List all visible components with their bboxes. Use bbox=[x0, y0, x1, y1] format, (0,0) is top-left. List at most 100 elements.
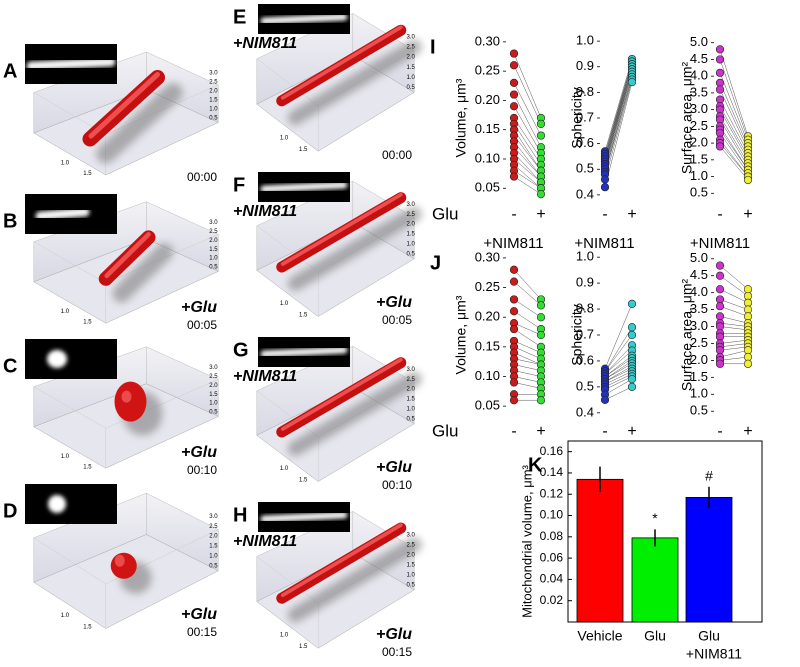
image-panel: H +NIM811 +Glu 00:15 3.0 2.5 2.0 1.5 1.0 0.5 1.0 1.… bbox=[233, 502, 422, 659]
box-tick-label: 1.5 bbox=[299, 147, 308, 153]
pair-line bbox=[719, 299, 749, 310]
data-dot bbox=[743, 312, 753, 321]
pair-line bbox=[604, 355, 633, 377]
data-dot bbox=[509, 90, 519, 99]
data-dot bbox=[715, 271, 725, 280]
box-tick-label: 1.5 bbox=[209, 392, 218, 398]
box-tick-label: 1.5 bbox=[407, 232, 416, 238]
data-dot bbox=[536, 190, 546, 199]
box-tick-label: 0.5 bbox=[407, 416, 416, 422]
box-tick-label: 1.0 bbox=[280, 135, 289, 141]
y-axis-label: Sphericity bbox=[569, 87, 585, 148]
box-tick-label: 1.5 bbox=[209, 544, 218, 550]
data-dot bbox=[536, 131, 546, 140]
box-tick-label: 0.5 bbox=[407, 251, 416, 257]
pair-line bbox=[604, 350, 633, 375]
box-tick-label: 0.5 bbox=[209, 116, 218, 122]
box-tick-label: 1.0 bbox=[209, 553, 218, 559]
box-tick-label: 0.5 bbox=[209, 410, 218, 416]
box-tick-label: 1.0 bbox=[407, 241, 416, 247]
x-tick-label: + bbox=[536, 423, 545, 440]
x-tick-label: - bbox=[511, 423, 516, 440]
data-dot bbox=[743, 346, 753, 355]
data-dot bbox=[715, 85, 725, 94]
panel-label: G bbox=[233, 339, 249, 361]
panel-label: F bbox=[233, 174, 245, 196]
panel-label: C bbox=[3, 355, 17, 377]
y-tick-label: 0.20 bbox=[475, 309, 500, 324]
treatment-label: +Glu bbox=[181, 299, 217, 316]
box-tick-label: 1.0 bbox=[209, 256, 218, 262]
image-panel: A 00:00 3.0 2.5 2.0 1.5 1.0 0.5 1.0 1.5 bbox=[3, 44, 219, 184]
data-dot bbox=[509, 295, 519, 304]
y-tick-label: 4.5 bbox=[690, 51, 708, 66]
box-tick-label: 1.0 bbox=[61, 161, 70, 167]
pair-line bbox=[513, 164, 542, 189]
box-tick-label: 1.5 bbox=[83, 464, 92, 470]
pair-line bbox=[513, 352, 542, 365]
pair-line bbox=[719, 139, 749, 177]
pair-line bbox=[604, 358, 633, 377]
pair-line bbox=[604, 373, 633, 388]
highlight bbox=[104, 232, 151, 279]
time-label: 00:00 bbox=[187, 170, 217, 184]
box-tick-label: 2.5 bbox=[209, 524, 218, 530]
data-dot bbox=[715, 312, 725, 321]
pair-line bbox=[604, 79, 633, 180]
time-label: 00:10 bbox=[382, 478, 412, 492]
image-panel: E +NIM811 00:00 3.0 2.5 2.0 1.5 1.0 0.5 1.0 1.5 bbox=[233, 4, 422, 162]
y-tick-label: 0.4 bbox=[576, 404, 594, 419]
y-tick-label: 1.5 bbox=[690, 151, 708, 166]
data-dot bbox=[715, 285, 725, 294]
box-tick-label: 3.0 bbox=[209, 71, 218, 77]
box-tick-label: 2.5 bbox=[209, 229, 218, 235]
y-tick-label: 0.16 bbox=[540, 444, 564, 458]
x-tick-label: +NIM811 bbox=[686, 646, 742, 662]
time-label: 00:15 bbox=[187, 625, 217, 639]
pair-line bbox=[513, 299, 542, 318]
pair-line bbox=[719, 119, 749, 167]
pair-line bbox=[604, 368, 633, 382]
y-tick-label: 0.12 bbox=[540, 486, 564, 500]
y-tick-label: 0.30 bbox=[475, 33, 500, 48]
time-label: 00:05 bbox=[382, 313, 412, 327]
x-tick-label: - bbox=[602, 206, 607, 223]
box-tick-label: 0.5 bbox=[407, 85, 416, 91]
box-tick-label: 2.0 bbox=[407, 387, 416, 393]
data-dot bbox=[536, 301, 546, 310]
y-tick-label: 2.5 bbox=[690, 335, 708, 350]
y-tick-label: 0.05 bbox=[475, 398, 500, 413]
data-dot bbox=[509, 172, 519, 181]
pair-line bbox=[719, 339, 749, 344]
data-dot bbox=[536, 313, 546, 322]
y-tick-label: 2.0 bbox=[690, 352, 708, 367]
pair-line bbox=[513, 176, 542, 195]
data-dot bbox=[715, 346, 725, 355]
y-tick-label: 0.25 bbox=[475, 279, 500, 294]
pair-line bbox=[604, 303, 633, 369]
y-tick-label: 0.7 bbox=[576, 109, 594, 124]
pair-line bbox=[719, 356, 749, 361]
pair-line bbox=[719, 275, 749, 297]
box-tick-label: 0.5 bbox=[209, 563, 218, 569]
bar bbox=[576, 478, 624, 623]
box-tick-label: 2.5 bbox=[407, 542, 416, 548]
data-dot bbox=[715, 68, 725, 77]
data-dot bbox=[627, 78, 637, 87]
pair-line bbox=[513, 269, 542, 300]
pair-line bbox=[513, 311, 542, 330]
box-tick-label: 2.5 bbox=[209, 374, 218, 380]
pair-line bbox=[719, 106, 749, 157]
data-dot bbox=[715, 295, 725, 304]
significance-mark: * bbox=[652, 510, 658, 526]
y-tick-label: 0.6 bbox=[576, 135, 594, 150]
pair-line bbox=[604, 365, 633, 382]
y-axis-label: Surface area, μm² bbox=[679, 61, 695, 174]
box-tick-label: 0.5 bbox=[209, 265, 218, 271]
pair-line bbox=[719, 343, 749, 348]
time-label: 00:15 bbox=[382, 645, 412, 659]
pretreatment-label: +NIM811 bbox=[233, 533, 297, 550]
treatment-label: +Glu bbox=[376, 626, 412, 643]
pair-line bbox=[513, 340, 542, 354]
pair-line bbox=[604, 345, 633, 375]
